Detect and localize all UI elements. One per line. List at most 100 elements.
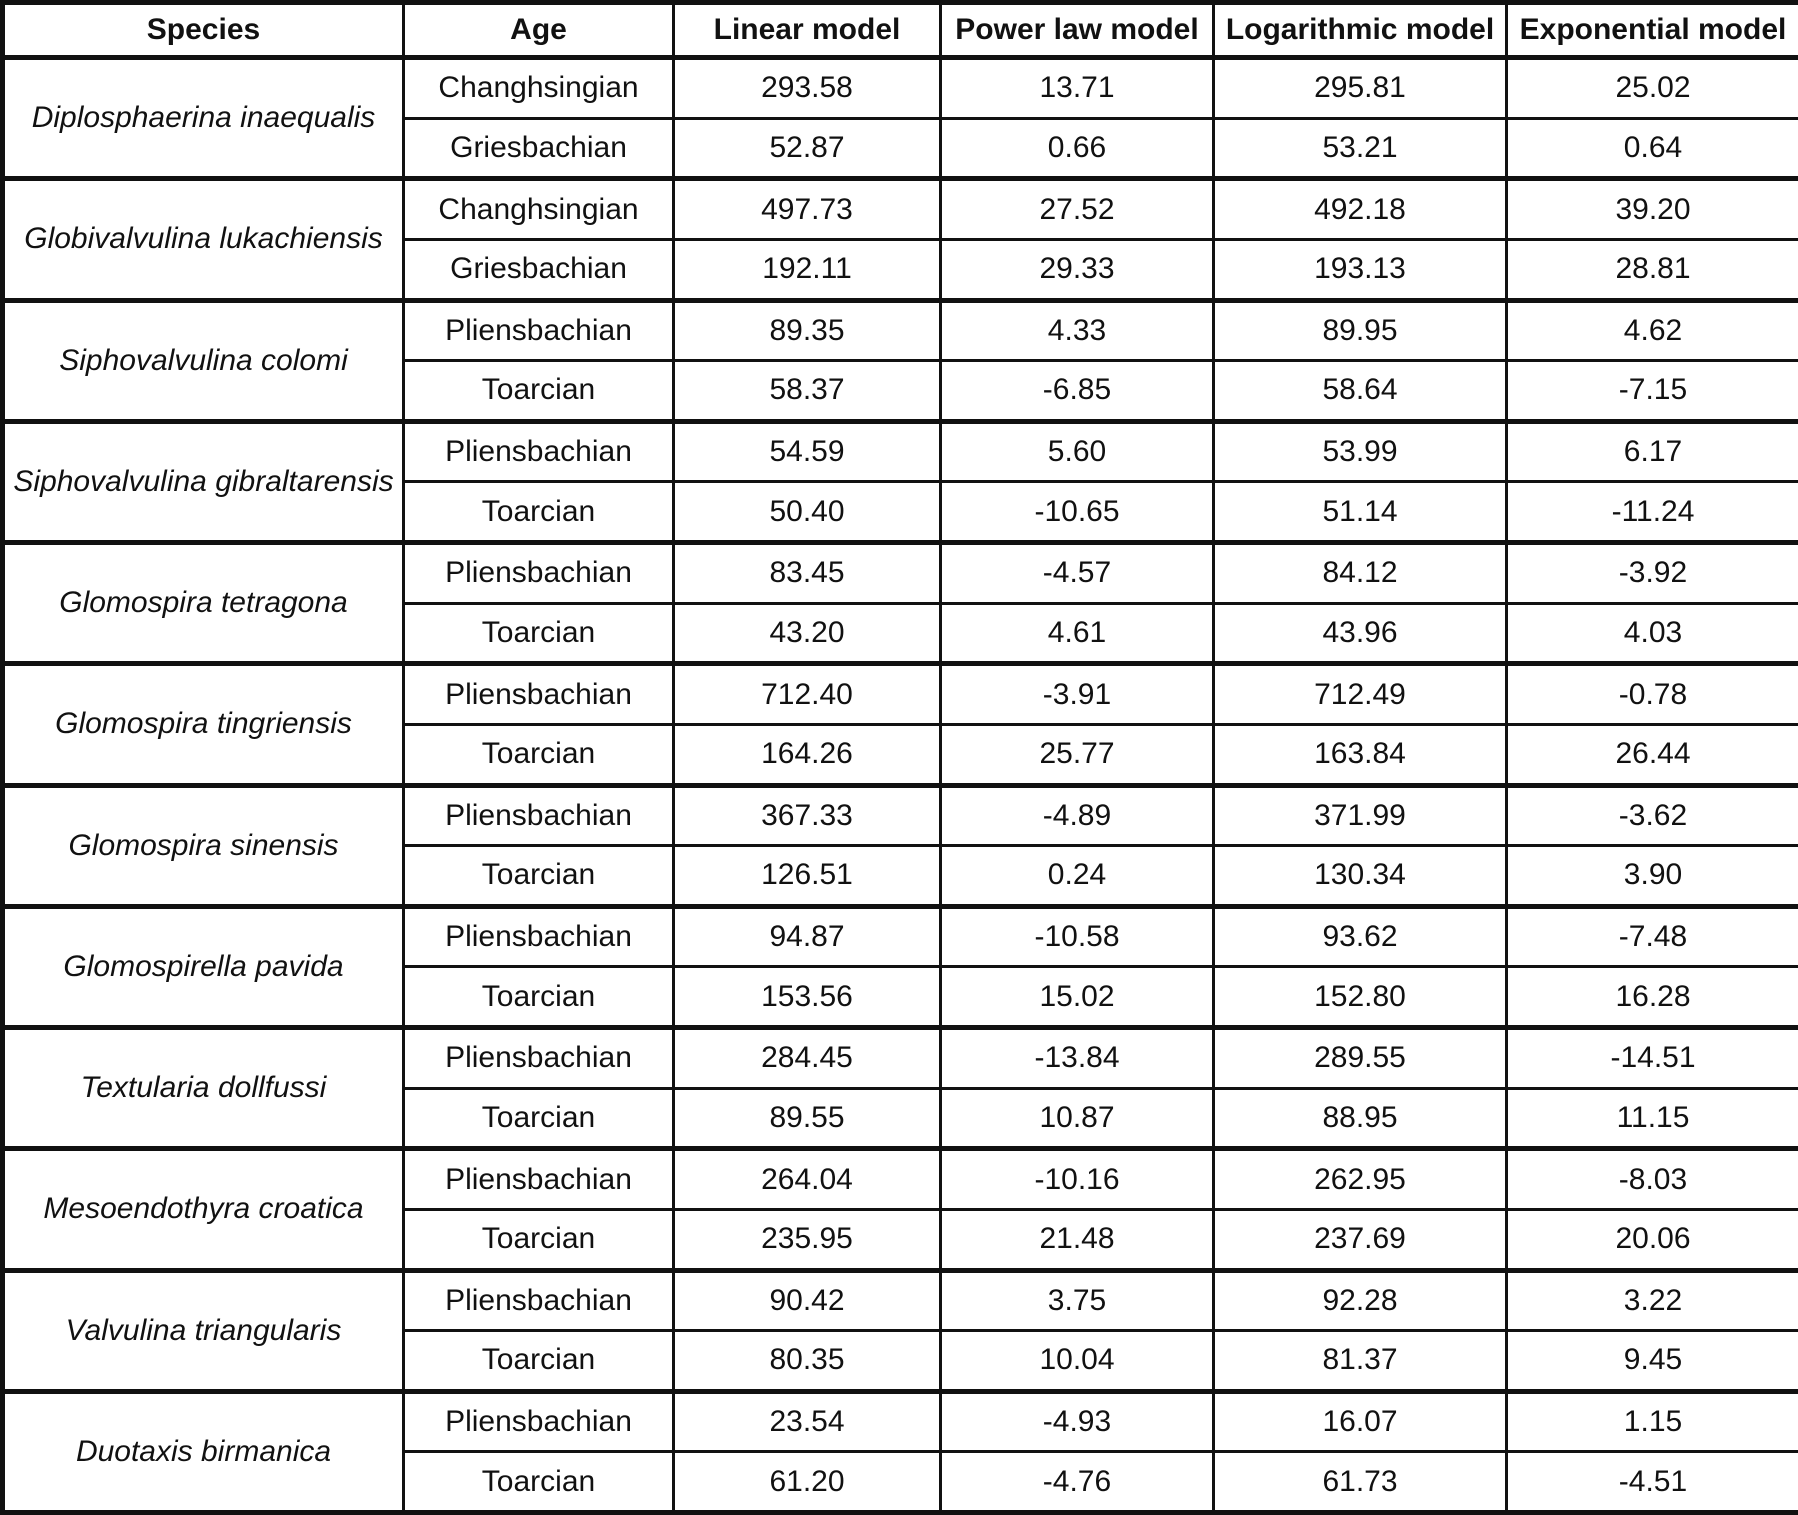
logarithmic-model-value: 61.73 — [1212, 1450, 1508, 1514]
table-row: Griesbachian 52.87 0.66 53.21 0.64 — [3, 116, 1798, 181]
table-row: Glomospira tingriensis Pliensbachian 712.4… — [1, 661, 1798, 787]
linear-model-value: 235.95 — [672, 1207, 942, 1272]
exponential-model-value: 0.64 — [1505, 116, 1798, 181]
logarithmic-model-value: 84.12 — [1212, 540, 1508, 605]
power-law-model-value: -10.65 — [939, 480, 1215, 544]
age-cell: Pliensbachian — [402, 1388, 675, 1454]
exponential-model-value: 11.15 — [1505, 1086, 1798, 1151]
age-cell: Pliensbachian — [402, 1025, 675, 1090]
power-law-model-value: -10.16 — [939, 1146, 1215, 1211]
table-row: Toarcian 235.95 21.48 237.69 20.06 — [3, 1207, 1798, 1272]
age-cell: Toarcian — [402, 965, 675, 1029]
table-row: Siphovalvulina gibraltarensis Pliensbachi… — [1, 418, 1798, 545]
exponential-model-value: 9.45 — [1505, 1329, 1798, 1393]
power-law-model-value: 4.61 — [939, 601, 1215, 666]
col-header-exponential: Exponential model — [1505, 1, 1798, 59]
table-row: Toarcian 153.56 15.02 152.80 16.28 — [3, 965, 1798, 1029]
age-cell: Griesbachian — [402, 237, 675, 302]
logarithmic-model-value: 43.96 — [1212, 601, 1508, 666]
power-law-model-value: 15.02 — [939, 965, 1215, 1029]
linear-model-value: 89.55 — [672, 1086, 942, 1151]
exponential-model-value: -3.62 — [1505, 782, 1798, 848]
linear-model-value: 89.35 — [672, 297, 942, 363]
table-row: Duotaxis birmanica Pliensbachian 23.54 -4.9… — [1, 1388, 1798, 1515]
logarithmic-model-value: 712.49 — [1212, 661, 1508, 726]
age-cell: Toarcian — [402, 1086, 675, 1151]
power-law-model-value: 5.60 — [939, 418, 1215, 484]
age-cell: Toarcian — [402, 1207, 675, 1272]
table-row: Toarcian 80.35 10.04 81.37 9.45 — [3, 1329, 1798, 1393]
table-row: Toarcian 58.37 -6.85 58.64 -7.15 — [3, 359, 1798, 423]
age-cell: Pliensbachian — [402, 1146, 675, 1211]
table-row: Glomospirella pavida Pliensbachian 94.87 -1… — [1, 903, 1798, 1030]
exponential-model-value: -3.92 — [1505, 540, 1798, 605]
exponential-model-value: 3.90 — [1505, 844, 1798, 908]
logarithmic-model-value: 262.95 — [1212, 1146, 1508, 1211]
power-law-model-value: 0.66 — [939, 116, 1215, 181]
logarithmic-model-value: 492.18 — [1212, 176, 1508, 241]
exponential-model-value: 26.44 — [1505, 722, 1798, 787]
exponential-model-value: 16.28 — [1505, 965, 1798, 1029]
species-name: Textularia dollfussi — [1, 1024, 405, 1151]
linear-model-value: 23.54 — [672, 1388, 942, 1454]
linear-model-value: 94.87 — [672, 903, 942, 969]
exponential-model-value: -7.48 — [1505, 903, 1798, 969]
exponential-model-value: 39.20 — [1505, 176, 1798, 241]
exponential-model-value: -7.15 — [1505, 359, 1798, 423]
age-cell: Toarcian — [402, 844, 675, 908]
linear-model-value: 54.59 — [672, 418, 942, 484]
logarithmic-model-value: 237.69 — [1212, 1207, 1508, 1272]
exponential-model-value: 4.62 — [1505, 297, 1798, 363]
species-name: Glomospira tetragona — [1, 539, 405, 666]
linear-model-value: 83.45 — [672, 540, 942, 605]
logarithmic-model-value: 81.37 — [1212, 1329, 1508, 1393]
age-cell: Toarcian — [402, 601, 675, 666]
table-row: Toarcian 89.55 10.87 88.95 11.15 — [3, 1086, 1798, 1151]
power-law-model-value: -3.91 — [939, 661, 1215, 726]
col-header-power-law: Power law model — [939, 1, 1215, 59]
linear-model-value: 50.40 — [672, 480, 942, 544]
table-row: Valvulina triangularis Pliensbachian 90.42… — [1, 1267, 1798, 1393]
logarithmic-model-value: 51.14 — [1212, 480, 1508, 544]
table-row: Toarcian 164.26 25.77 163.84 26.44 — [3, 722, 1798, 787]
age-cell: Pliensbachian — [402, 782, 675, 848]
age-cell: Toarcian — [402, 1329, 675, 1393]
power-law-model-value: 27.52 — [939, 176, 1215, 241]
logarithmic-model-value: 93.62 — [1212, 903, 1508, 969]
col-header-age: Age — [402, 1, 675, 59]
species-name: Valvulina triangularis — [1, 1267, 405, 1393]
exponential-model-value: 28.81 — [1505, 237, 1798, 302]
power-law-model-value: 0.24 — [939, 844, 1215, 908]
linear-model-value: 126.51 — [672, 844, 942, 908]
col-header-linear: Linear model — [672, 1, 942, 59]
age-cell: Pliensbachian — [402, 661, 675, 726]
power-law-model-value: -6.85 — [939, 359, 1215, 423]
species-name: Siphovalvulina gibraltarensis — [1, 418, 405, 545]
linear-model-value: 164.26 — [672, 722, 942, 787]
linear-model-value: 284.45 — [672, 1025, 942, 1090]
age-cell: Toarcian — [402, 359, 675, 423]
power-law-model-value: -4.89 — [939, 782, 1215, 848]
table-row: Griesbachian 192.11 29.33 193.13 28.81 — [3, 237, 1798, 302]
logarithmic-model-value: 53.21 — [1212, 116, 1508, 181]
exponential-model-value: 4.03 — [1505, 601, 1798, 666]
exponential-model-value: 20.06 — [1505, 1207, 1798, 1272]
species-name: Globivalvulina lukachiensis — [1, 176, 405, 302]
power-law-model-value: -4.93 — [939, 1388, 1215, 1454]
power-law-model-value: 10.87 — [939, 1086, 1215, 1151]
linear-model-value: 367.33 — [672, 782, 942, 848]
header-row: Species Age Linear model Power law model… — [1, 1, 1798, 59]
power-law-model-value: 3.75 — [939, 1267, 1215, 1333]
exponential-model-value: 1.15 — [1505, 1388, 1798, 1454]
species-name: Duotaxis birmanica — [1, 1388, 405, 1515]
logarithmic-model-value: 193.13 — [1212, 237, 1508, 302]
table-row: Toarcian 61.20 -4.76 61.73 -4.51 — [3, 1450, 1798, 1514]
linear-model-value: 61.20 — [672, 1450, 942, 1514]
logarithmic-model-value: 371.99 — [1212, 782, 1508, 848]
exponential-model-value: 6.17 — [1505, 418, 1798, 484]
power-law-model-value: -13.84 — [939, 1025, 1215, 1090]
linear-model-value: 80.35 — [672, 1329, 942, 1393]
species-name: Glomospira sinensis — [1, 782, 405, 908]
